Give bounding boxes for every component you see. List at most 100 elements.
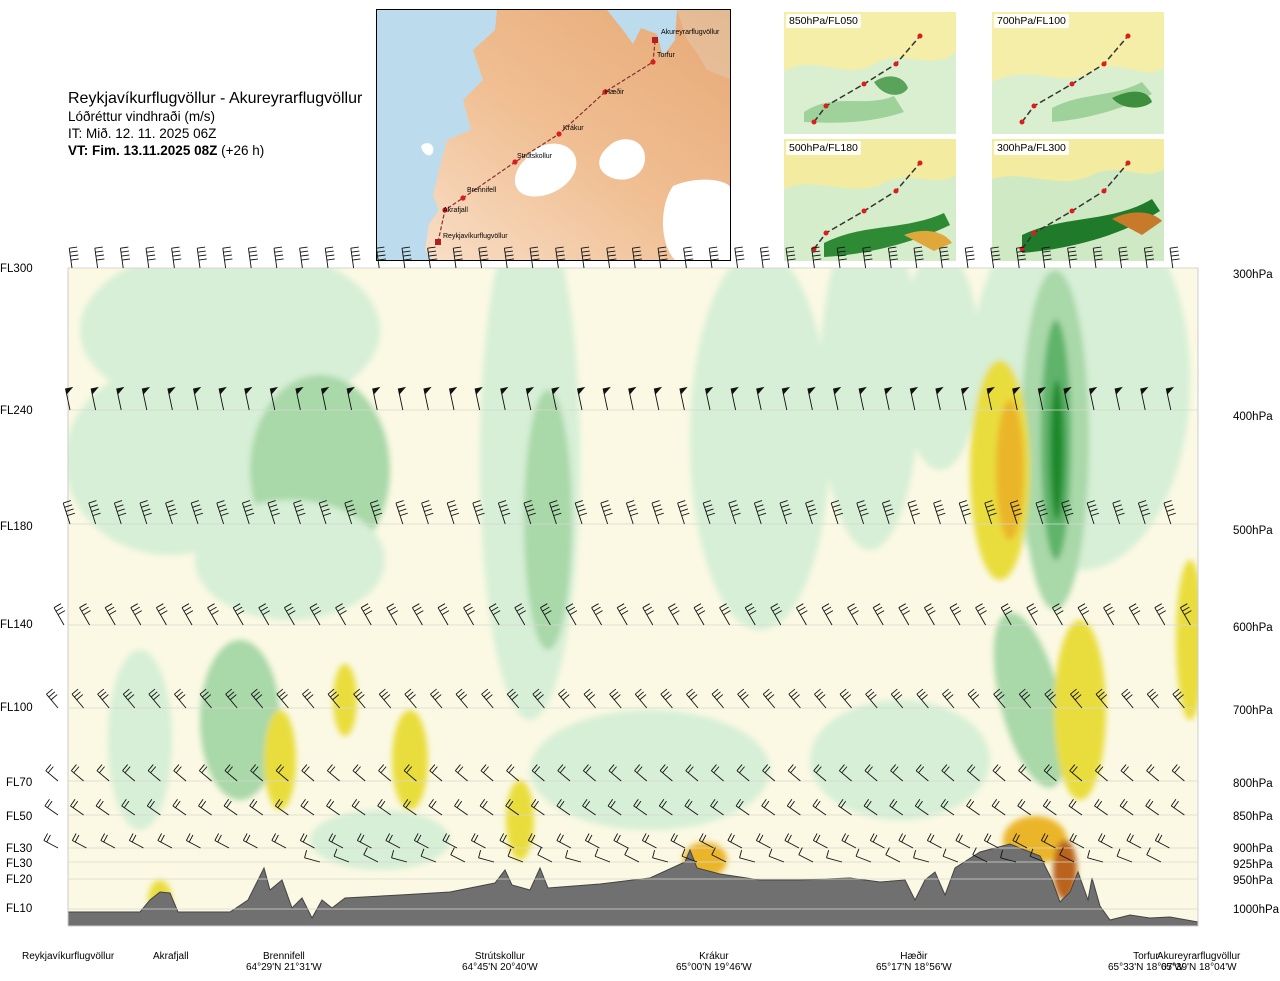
wind-barb-staff <box>412 607 423 626</box>
wind-barb-feather <box>412 603 420 609</box>
wind-barb <box>1097 833 1113 849</box>
wind-barb-feather <box>470 833 476 841</box>
wind-barb-feather <box>703 500 711 504</box>
wind-barb-feather <box>690 694 698 701</box>
wind-barb-feather <box>99 766 105 774</box>
wind-barb-feather <box>884 508 893 512</box>
wind-barb <box>333 848 350 863</box>
wind-barb-feather <box>1105 606 1113 612</box>
wind-barb <box>146 799 161 816</box>
wind-barb-feather <box>1042 799 1049 807</box>
wind-barb-feather <box>1144 250 1153 253</box>
wind-barb-staff <box>454 805 468 816</box>
wind-barb-staff <box>744 607 756 626</box>
wind-barb-staff <box>839 693 852 709</box>
wind-barb-feather <box>579 512 588 517</box>
wind-barb-feather <box>428 250 437 253</box>
wind-barb-feather <box>1094 254 1103 257</box>
wind-barb-feather <box>607 799 614 807</box>
wind-barb-staff <box>420 855 437 863</box>
wind-barb-staff <box>602 388 609 411</box>
wind-barb <box>863 799 878 816</box>
wind-barb <box>448 386 458 411</box>
wind-barb-staff <box>428 805 443 816</box>
wind-barb-staff <box>122 693 136 709</box>
vv-region <box>506 780 534 860</box>
wind-barb <box>631 246 643 269</box>
wind-barb-feather <box>869 833 875 841</box>
wind-barb-staff <box>814 693 827 709</box>
wind-barb-feather <box>711 688 719 695</box>
wind-barb-feather <box>782 508 791 512</box>
wind-barb-feather <box>915 258 924 261</box>
wind-barb-staff <box>1069 770 1083 782</box>
wind-barb-feather <box>779 500 788 504</box>
wind-barb-feather <box>530 834 536 843</box>
wind-barb <box>727 833 743 849</box>
wind-barb <box>838 799 852 816</box>
wind-barb-staff <box>139 502 148 525</box>
fl-label-180: FL180 <box>0 521 33 533</box>
wind-barb-feather <box>815 766 822 774</box>
wind-barb-feather <box>1030 610 1038 615</box>
wind-barb-feather <box>421 500 430 504</box>
wind-barb-feather <box>76 694 84 701</box>
wind-barb-feather <box>120 246 129 249</box>
wind-barb <box>401 246 412 269</box>
wind-barb-feather <box>404 688 412 695</box>
wind-barb-staff <box>53 607 65 626</box>
wind-barb-feather <box>483 691 491 698</box>
wind-barb-pennant <box>1038 386 1047 395</box>
wind-barb <box>641 833 657 849</box>
wind-barb <box>796 603 808 626</box>
wind-barb <box>940 799 955 816</box>
wind-barb-staff <box>686 693 699 709</box>
wind-barb-feather <box>942 848 947 857</box>
wind-barb-feather <box>531 258 540 261</box>
wind-barb-feather <box>1039 512 1048 517</box>
wind-barb-feather <box>869 694 877 701</box>
wind-barb-feather <box>994 800 1000 808</box>
wind-barb-feather <box>838 258 847 261</box>
wind-barb-feather <box>431 766 438 774</box>
wind-barb-feather <box>800 610 808 615</box>
wind-barb-feather <box>178 694 186 701</box>
wind-barbs <box>43 246 1192 863</box>
wind-barb-staff <box>1140 388 1146 411</box>
wind-barb-staff <box>916 693 929 709</box>
wind-barb <box>984 500 997 525</box>
wind-barb-feather <box>972 847 977 855</box>
wind-barb-staff <box>429 770 443 782</box>
wind-barb-feather <box>611 691 619 698</box>
wind-barb <box>1171 764 1185 782</box>
wind-barb-feather <box>730 834 735 843</box>
wind-barb <box>898 833 914 849</box>
wind-barb-feather <box>346 504 354 508</box>
wind-barb-staff <box>1143 248 1148 269</box>
wind-barb-feather <box>91 508 100 512</box>
wind-barb <box>730 386 739 411</box>
wind-barb-feather <box>1170 799 1177 807</box>
wind-barb-staff <box>1044 693 1057 709</box>
wind-barb-feather <box>565 603 574 609</box>
wind-barb-feather <box>275 764 282 772</box>
wind-barb <box>1059 847 1075 863</box>
wind-barb-feather <box>429 258 438 261</box>
wind-barb-pennant <box>1063 386 1072 395</box>
wind-barb-feather <box>274 250 283 253</box>
wind-barb <box>1009 500 1023 525</box>
wind-barb <box>244 386 253 411</box>
wind-barb-feather <box>1116 512 1125 517</box>
wind-barb <box>1170 799 1185 816</box>
loc-akrafjall-name: Akrafjall <box>153 951 189 962</box>
wind-barb-feather <box>760 246 769 249</box>
wind-barb-feather <box>481 688 489 695</box>
parameter-label: Lóðréttur vindhraði (m/s) <box>68 109 216 124</box>
wind-barb-staff <box>870 840 885 849</box>
wind-barb-staff <box>141 388 148 411</box>
wind-barb-staff <box>1018 693 1032 709</box>
wind-barb <box>320 386 330 411</box>
wind-barb-staff <box>1043 770 1057 782</box>
wind-barb-staff <box>864 770 878 782</box>
wind-barb-staff <box>847 607 858 626</box>
